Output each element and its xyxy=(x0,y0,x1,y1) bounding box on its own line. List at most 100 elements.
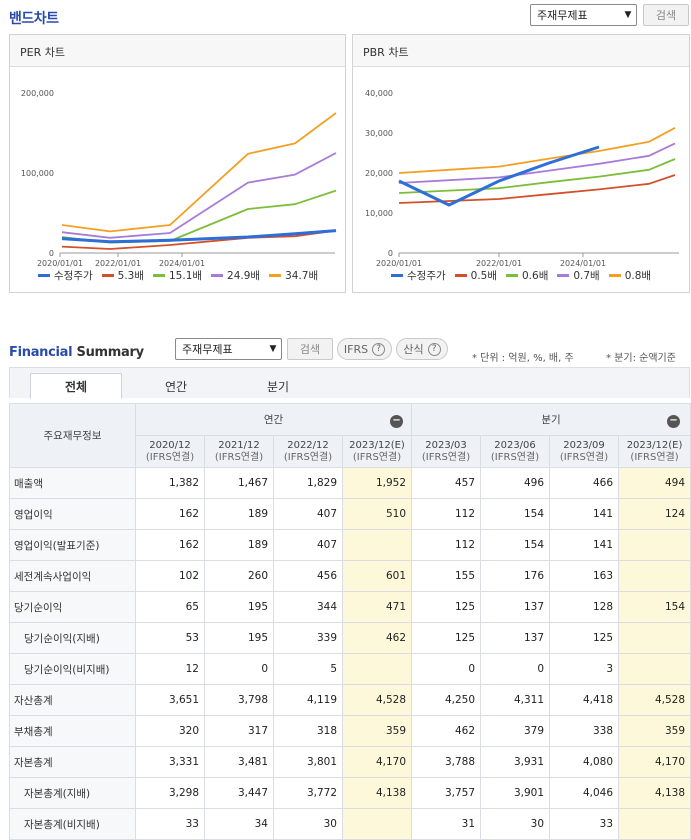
table-cell: 601 xyxy=(341,560,413,592)
series-line xyxy=(398,145,600,207)
table-cell xyxy=(341,529,413,561)
financial-summary-table: 주요재무정보 연간 − 분기 − 2020/12 (IFRS연결) 2021/12(… xyxy=(9,403,691,840)
legend-item[interactable]: 0.7배 xyxy=(557,268,600,283)
table-cell: 112 xyxy=(411,498,482,530)
legend-item[interactable]: 15.1배 xyxy=(153,268,202,283)
table-cell: 359 xyxy=(341,715,413,747)
tab-all[interactable]: 전체 xyxy=(30,373,122,399)
legend-item[interactable]: 34.7배 xyxy=(269,268,318,283)
table-cell: 195 xyxy=(204,591,274,623)
y-tick-label: 40,000 xyxy=(365,89,393,98)
legend-item[interactable]: 5.3배 xyxy=(101,268,144,283)
table-row: 매출액 1,382 1,467 1,829 1,952 457 496 466 494 xyxy=(9,467,691,499)
table-cell: 462 xyxy=(411,715,482,747)
period-basis: (IFRS연결) xyxy=(559,451,609,463)
x-tick-label: 2024/01/01 xyxy=(560,259,606,268)
band-statement-select[interactable]: 주재무제표 ▼ xyxy=(530,4,637,26)
band-statement-select-value: 주재무제표 xyxy=(537,9,588,22)
row-label[interactable]: 영업이익 xyxy=(9,498,136,530)
row-label[interactable]: 부채총계 xyxy=(9,715,136,747)
row-label[interactable]: 매출액 xyxy=(9,467,136,499)
table-row: 자본총계 3,331 3,481 3,801 4,170 3,788 3,931 4,080 4… xyxy=(9,746,691,778)
table-cell: 162 xyxy=(135,529,205,561)
collapse-annual-icon[interactable]: − xyxy=(390,415,404,428)
formula-help-button[interactable]: 산식 ? xyxy=(396,338,448,360)
legend-swatch xyxy=(38,274,50,277)
legend-item[interactable]: 0.6배 xyxy=(506,268,548,283)
legend-swatch xyxy=(269,274,282,277)
x-tick-label: 2020/01/01 xyxy=(376,259,422,268)
table-cell: 317 xyxy=(204,715,274,747)
legend-swatch xyxy=(211,274,224,277)
table-row: 자산총계 3,651 3,798 4,119 4,528 4,250 4,311 4,418 4… xyxy=(9,684,691,716)
tab-annual[interactable]: 연간 xyxy=(164,379,188,394)
ifrs-label: IFRS xyxy=(343,342,369,356)
table-cell: 154 xyxy=(480,498,551,530)
row-label[interactable]: 당기순이익(비지배) xyxy=(9,653,136,685)
y-tick-label: 0 xyxy=(49,249,54,258)
y-tick-label: 20,000 xyxy=(365,169,393,178)
legend-item[interactable]: 0.5배 xyxy=(454,268,497,283)
summary-statement-select[interactable]: 주재무제표 ▼ xyxy=(175,338,282,360)
series-line xyxy=(398,158,676,194)
row-label[interactable]: 세전계속사업이익 xyxy=(9,560,136,592)
legend-label: 0.6배 xyxy=(522,270,549,282)
legend-label: 24.9배 xyxy=(227,270,261,282)
table-cell: 3,757 xyxy=(411,777,482,809)
table-cell: 260 xyxy=(204,560,274,592)
legend-swatch xyxy=(391,274,403,277)
table-cell: 1,382 xyxy=(135,467,205,499)
x-tick-label: 2022/01/01 xyxy=(476,259,522,268)
legend-item[interactable]: 24.9배 xyxy=(211,268,260,283)
legend-item[interactable]: 0.8배 xyxy=(608,268,651,283)
pbr-legend: 수정주가 0.5배 0.6배 0.7배 0.8배 xyxy=(391,268,660,283)
period-header: 2023/09 (IFRS연결) xyxy=(549,435,620,468)
band-chart-title: 밴드차트 xyxy=(9,11,59,27)
table-cell: 137 xyxy=(480,591,551,623)
legend-item[interactable]: 수정주가 xyxy=(391,268,446,283)
summary-statement-select-value: 주재무제표 xyxy=(182,343,233,356)
table-cell: 0 xyxy=(411,653,482,685)
collapse-quarter-icon[interactable]: − xyxy=(667,415,681,428)
table-cell: 12 xyxy=(135,653,205,685)
table-cell: 471 xyxy=(341,591,413,623)
per-legend: 수정주가 5.3배 15.1배 24.9배 34.7배 xyxy=(38,268,327,283)
band-search-button[interactable]: 검색 xyxy=(643,4,689,26)
period-date: 2023/03 xyxy=(425,439,467,451)
table-cell xyxy=(618,529,691,561)
legend-item[interactable]: 수정주가 xyxy=(38,268,93,283)
summary-search-button[interactable]: 검색 xyxy=(287,338,333,360)
table-cell: 4,170 xyxy=(341,746,413,778)
period-date: 2023/06 xyxy=(494,439,536,451)
period-header: 2023/12(E) (IFRS연결) xyxy=(618,435,691,468)
table-cell xyxy=(618,653,691,685)
row-label[interactable]: 당기순이익 xyxy=(9,591,136,623)
series-line xyxy=(398,142,676,184)
table-cell: 3,298 xyxy=(135,777,205,809)
legend-swatch xyxy=(608,274,621,277)
unit-note: * 단위 : 억원, %, 배, 주 xyxy=(472,353,574,364)
table-cell: 457 xyxy=(411,467,482,499)
table-cell: 4,528 xyxy=(618,684,691,716)
table-cell: 1,952 xyxy=(341,467,413,499)
annual-header: 연간 − xyxy=(134,403,413,436)
series-line xyxy=(61,112,337,233)
chevron-down-icon: ▼ xyxy=(269,344,277,354)
period-date: 2020/12 xyxy=(149,439,191,451)
row-label[interactable]: 자본총계(지배) xyxy=(9,777,136,809)
ifrs-help-button[interactable]: IFRS ? xyxy=(337,338,392,360)
period-date: 2023/12(E) xyxy=(626,439,683,451)
table-cell: 4,528 xyxy=(341,684,413,716)
table-row: 자본총계(비지배) 33 34 30 31 30 33 xyxy=(9,808,691,840)
row-label[interactable]: 자산총계 xyxy=(9,684,136,716)
row-label[interactable]: 영업이익(발표기준) xyxy=(9,529,136,561)
x-tick-label: 2024/01/01 xyxy=(159,259,205,268)
tab-quarter[interactable]: 분기 xyxy=(266,379,290,394)
row-label[interactable]: 당기순이익(지배) xyxy=(9,622,136,654)
legend-label: 0.5배 xyxy=(470,270,497,282)
table-cell: 379 xyxy=(480,715,551,747)
table-cell xyxy=(618,808,691,840)
row-label[interactable]: 자본총계(비지배) xyxy=(9,808,136,840)
row-label[interactable]: 자본총계 xyxy=(9,746,136,778)
